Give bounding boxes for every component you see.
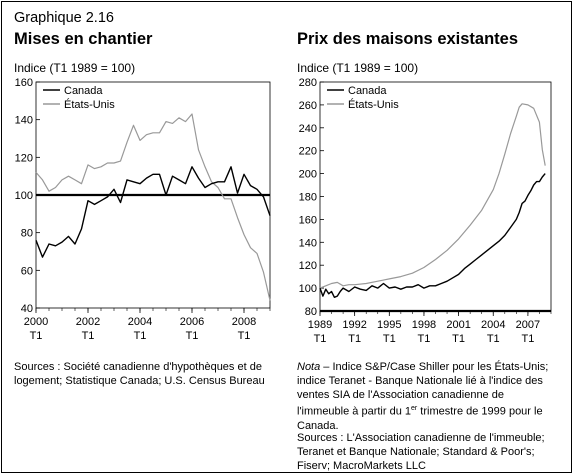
right-x-tick-label: 1998 [412, 319, 436, 331]
left-x-tick-label: 2002 [76, 316, 100, 328]
right-y-tick-label: 280 [299, 77, 317, 89]
left-x-tick-label: 2008 [232, 316, 256, 328]
right-y-axis-title: Indice (T1 1989 = 100) [297, 61, 419, 75]
right-y-tick-label: 120 [299, 260, 317, 272]
left-x-tick-sublabel: T1 [186, 330, 199, 342]
right-x-tick-sublabel: T1 [383, 333, 396, 345]
left-x-tick-sublabel: T1 [134, 330, 147, 342]
nota-note: Nota – Indice S&P/Case Shiller pour les … [297, 360, 559, 433]
right-y-tick-label: 220 [299, 146, 317, 158]
right-chart-title: Prix des maisons existantes [297, 30, 519, 48]
right-x-tick-sublabel: T1 [348, 333, 361, 345]
left-x-tick-label: 2006 [180, 316, 204, 328]
sources-right: Sources : L'Association canadienne de l'… [297, 432, 545, 472]
right-y-tick-label: 260 [299, 100, 317, 112]
right-y-tick-label: 240 [299, 123, 317, 135]
housing-starts-chart: 40 60 80 100 120 140 160 2000 T1 2002 T1 2004 T1 2006… [15, 77, 271, 342]
left-legend-label-canada: Canada [64, 85, 103, 97]
left-x-tick-label: 2000 [24, 316, 48, 328]
right-series-canada-line [319, 173, 546, 298]
right-x-tick-sublabel: T1 [314, 333, 327, 345]
left-legend-label-etats-unis: États-Unis [64, 98, 115, 111]
left-y-tick-label: 100 [15, 190, 33, 202]
right-y-tick-label: 80 [305, 306, 317, 318]
right-y-tick-label: 180 [299, 192, 317, 204]
left-y-tick-label: 120 [15, 152, 33, 164]
right-x-tick-label: 1992 [342, 319, 366, 331]
sources-left: Sources : Société canadienne d'hypothèqu… [14, 361, 265, 387]
right-x-tick-label: 2004 [481, 319, 505, 331]
right-x-tick-sublabel: T1 [487, 333, 500, 345]
left-series-canada-line [35, 166, 271, 258]
left-x-tick-label: 2004 [128, 316, 152, 328]
right-x-tick-label: 1995 [377, 319, 401, 331]
left-x-tick-sublabel: T1 [238, 330, 251, 342]
left-series-etats-unis-line [35, 113, 271, 301]
left-y-tick-label: 160 [15, 77, 33, 89]
right-x-tick-label: 1989 [308, 319, 332, 331]
right-series-etats-unis-line [319, 103, 546, 289]
left-y-tick-label: 60 [21, 265, 33, 277]
right-y-tick-label: 160 [299, 214, 317, 226]
right-y-tick-label: 140 [299, 237, 317, 249]
left-y-axis-title: Indice (T1 1989 = 100) [14, 61, 136, 75]
left-y-tick-label: 40 [21, 303, 33, 315]
right-y-tick-label: 100 [299, 283, 317, 295]
right-y-tick-label: 200 [299, 169, 317, 181]
nota-label: Nota [297, 361, 321, 373]
right-x-tick-label: 2007 [516, 319, 540, 331]
right-x-tick-sublabel: T1 [452, 333, 465, 345]
nota-text: – Indice S&P/Case Shiller pour les États… [297, 361, 549, 418]
right-legend-label-canada: Canada [348, 85, 387, 97]
right-x-tick-sublabel: T1 [521, 333, 534, 345]
left-x-tick-sublabel: T1 [30, 330, 43, 342]
nota-superscript: er [411, 405, 418, 412]
nota-text-end: trimestre de 1999 pour le Canada. [297, 405, 543, 432]
left-y-tick-label: 80 [21, 228, 33, 240]
right-legend-label-etats-unis: États-Unis [348, 98, 399, 111]
left-chart-title: Mises en chantier [14, 30, 153, 48]
existing-house-prices-chart: 80 100 120 140 160 180 200 220 240 260 280 1989 T1 19… [299, 77, 552, 345]
figure-label: Graphique 2.16 [14, 10, 114, 26]
right-x-tick-label: 2001 [446, 319, 470, 331]
left-y-tick-label: 140 [15, 115, 33, 127]
right-x-tick-sublabel: T1 [418, 333, 431, 345]
left-x-tick-sublabel: T1 [82, 330, 95, 342]
